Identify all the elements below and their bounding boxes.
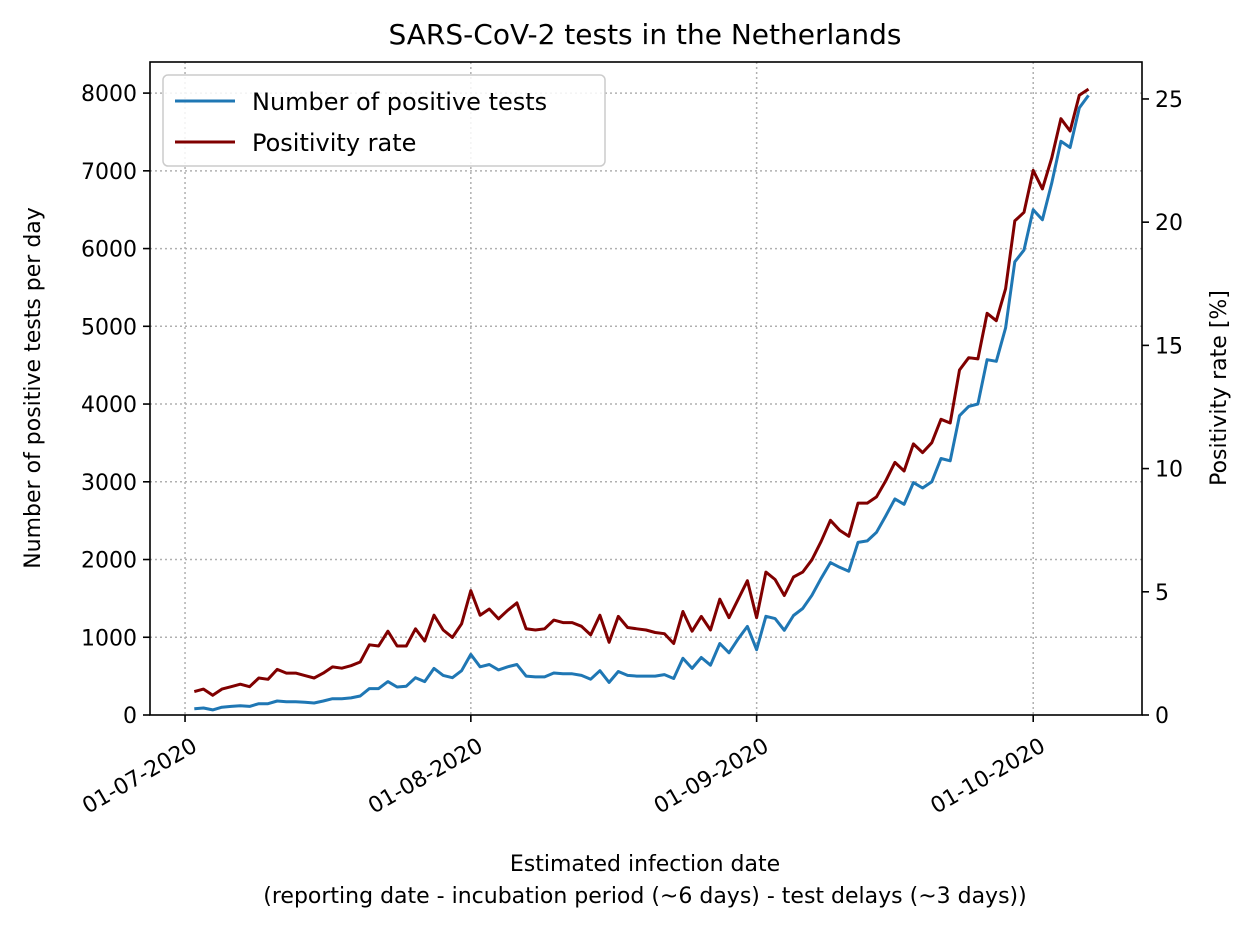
- series-layer: [193, 87, 1090, 712]
- legend-label-positive-tests: Number of positive tests: [252, 88, 547, 116]
- y-right-tick-label: 5: [1155, 581, 1169, 606]
- y-axis-right-ticks: 0 5 10 15 20 25: [1142, 88, 1183, 729]
- x-tick-label: 01-10-2020: [927, 734, 1050, 820]
- y-left-tick-label: 3000: [81, 471, 137, 496]
- plot-frame: [149, 61, 1143, 716]
- series-line-positive-tests: [194, 94, 1090, 712]
- y-left-tick-label: 8000: [81, 82, 137, 107]
- y-right-tick-label: 25: [1155, 88, 1183, 113]
- y-right-tick-label: 10: [1155, 458, 1183, 483]
- y-left-tick-label: 4000: [81, 393, 137, 418]
- y-left-tick-label: 2000: [81, 549, 137, 574]
- y-left-tick-label: 1000: [81, 626, 137, 651]
- y-right-tick-label: 0: [1155, 704, 1169, 729]
- x-axis-label-line1: Estimated infection date: [510, 852, 780, 877]
- x-tick-label: 01-08-2020: [364, 734, 487, 820]
- y-axis-left-label: Number of positive tests per day: [21, 207, 46, 569]
- legend: Number of positive tests Positivity rate: [162, 74, 606, 167]
- x-axis-ticks: 01-07-2020 01-08-2020 01-09-2020 01-10-2020: [78, 715, 1050, 820]
- y-left-tick-label: 6000: [81, 238, 137, 263]
- y-axis-left-ticks: 0 1000 2000 3000 4000 5000 6000 7000 8000: [81, 82, 150, 729]
- y-left-tick-label: 0: [123, 704, 137, 729]
- y-left-tick-label: 7000: [81, 160, 137, 185]
- y-axis-right-label: Positivity rate [%]: [1207, 290, 1232, 486]
- x-axis-label-line2: (reporting date - incubation period (~6 …: [263, 884, 1026, 909]
- legend-box: [162, 74, 606, 167]
- x-tick-label: 01-09-2020: [650, 734, 773, 820]
- chart-title: SARS-CoV-2 tests in the Netherlands: [388, 18, 901, 51]
- legend-label-positivity-rate: Positivity rate: [252, 129, 416, 157]
- y-left-tick-label: 5000: [81, 315, 137, 340]
- x-tick-label: 01-07-2020: [78, 734, 201, 820]
- y-right-tick-label: 20: [1155, 211, 1183, 236]
- series-line-positivity-rate: [193, 87, 1090, 697]
- y-right-tick-label: 15: [1155, 334, 1183, 359]
